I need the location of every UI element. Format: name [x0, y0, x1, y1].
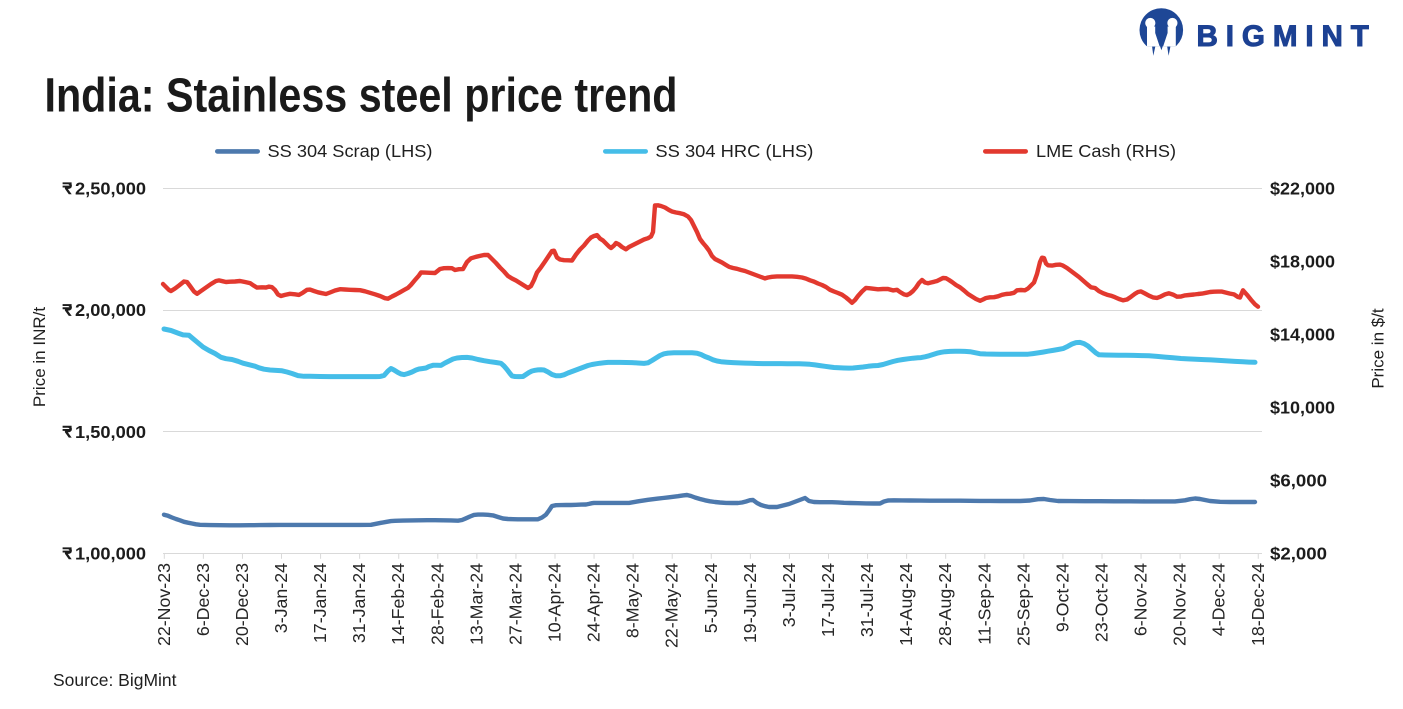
svg-text:Price in $/t: Price in $/t — [1369, 308, 1388, 389]
svg-text:22-Nov-23: 22-Nov-23 — [154, 563, 174, 646]
svg-text:14-Aug-24: 14-Aug-24 — [896, 563, 916, 646]
svg-text:3-Jan-24: 3-Jan-24 — [271, 563, 291, 633]
svg-text:31-Jul-24: 31-Jul-24 — [857, 563, 877, 637]
svg-text:$14,000: $14,000 — [1270, 324, 1335, 344]
svg-text:23-Oct-24: 23-Oct-24 — [1091, 563, 1111, 642]
svg-text:22-May-24: 22-May-24 — [662, 563, 682, 648]
svg-text:$6,000: $6,000 — [1270, 470, 1327, 490]
svg-text:4-Dec-24: 4-Dec-24 — [1209, 563, 1229, 636]
svg-text:$18,000: $18,000 — [1270, 251, 1335, 271]
svg-text:Price in INR/t: Price in INR/t — [30, 307, 49, 407]
svg-text:9-Oct-24: 9-Oct-24 — [1052, 563, 1072, 632]
svg-text:27-Mar-24: 27-Mar-24 — [505, 563, 525, 645]
svg-text:SS 304 Scrap (LHS): SS 304 Scrap (LHS) — [268, 141, 433, 161]
svg-text:$2,000: $2,000 — [1270, 543, 1327, 563]
svg-text:$22,000: $22,000 — [1270, 178, 1335, 198]
svg-text:28-Feb-24: 28-Feb-24 — [427, 563, 447, 645]
svg-text:BIGMINT: BIGMINT — [1197, 20, 1377, 53]
svg-text:3-Jul-24: 3-Jul-24 — [779, 563, 799, 627]
svg-text:20-Dec-23: 20-Dec-23 — [232, 563, 252, 646]
svg-text:2,50,000: 2,50,000 — [75, 178, 146, 198]
svg-text:17-Jul-24: 17-Jul-24 — [818, 563, 838, 637]
svg-text:25-Sep-24: 25-Sep-24 — [1013, 563, 1033, 646]
svg-text:India: Stainless steel price t: India: Stainless steel price trend — [45, 70, 678, 123]
svg-text:10-Apr-24: 10-Apr-24 — [545, 563, 565, 642]
svg-text:28-Aug-24: 28-Aug-24 — [935, 563, 955, 646]
svg-text:14-Feb-24: 14-Feb-24 — [388, 563, 408, 645]
svg-text:5-Jun-24: 5-Jun-24 — [701, 563, 721, 633]
svg-text:19-Jun-24: 19-Jun-24 — [740, 563, 760, 643]
svg-text:31-Jan-24: 31-Jan-24 — [349, 563, 369, 643]
svg-text:20-Nov-24: 20-Nov-24 — [1170, 563, 1190, 646]
svg-text:13-Mar-24: 13-Mar-24 — [466, 563, 486, 645]
svg-text:$10,000: $10,000 — [1270, 397, 1335, 417]
svg-text:SS 304 HRC (LHS): SS 304 HRC (LHS) — [655, 141, 813, 161]
svg-text:24-Apr-24: 24-Apr-24 — [584, 563, 604, 642]
svg-text:1,00,000: 1,00,000 — [75, 543, 146, 563]
svg-text:18-Dec-24: 18-Dec-24 — [1248, 563, 1268, 646]
svg-text:6-Nov-24: 6-Nov-24 — [1131, 563, 1151, 636]
svg-text:11-Sep-24: 11-Sep-24 — [974, 563, 994, 645]
svg-text:LME Cash (RHS): LME Cash (RHS) — [1036, 141, 1176, 161]
svg-text:17-Jan-24: 17-Jan-24 — [310, 563, 330, 643]
svg-text:8-May-24: 8-May-24 — [623, 563, 643, 638]
svg-text:6-Dec-23: 6-Dec-23 — [193, 563, 213, 636]
svg-text:1,50,000: 1,50,000 — [75, 422, 146, 442]
svg-text:2,00,000: 2,00,000 — [75, 300, 146, 320]
svg-text:Source: BigMint: Source: BigMint — [53, 670, 177, 690]
